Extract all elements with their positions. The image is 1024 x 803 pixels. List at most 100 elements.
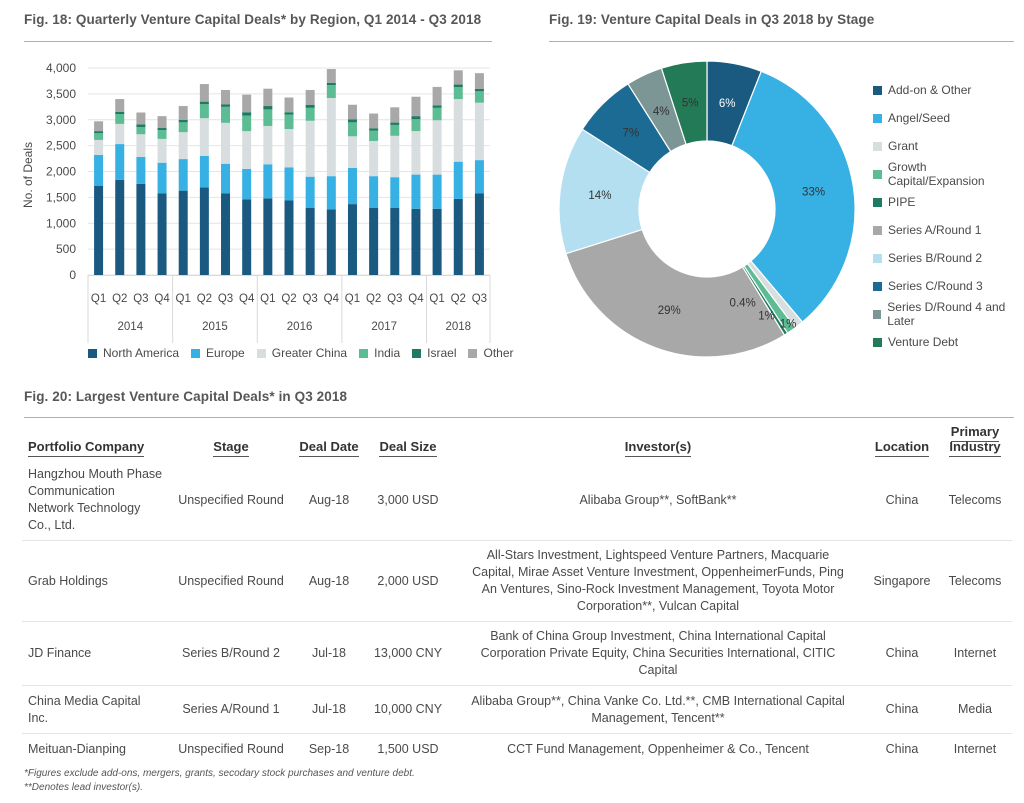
bar-segment-india — [263, 109, 273, 126]
bar-segment-greater-china — [221, 122, 231, 164]
bar-segment-other — [263, 88, 273, 107]
bar-segment-europe — [178, 159, 188, 191]
bar-segment-other — [453, 70, 463, 85]
legend-label: Series D/Round 4 and Later — [887, 300, 1006, 328]
bar-segment-north-america — [199, 187, 209, 275]
bar-segment-israel — [263, 106, 273, 110]
legend-swatch — [191, 348, 201, 358]
bar-segment-india — [305, 107, 315, 121]
bar-segment-other — [178, 106, 188, 121]
donut-data-label: 0.4% — [730, 297, 756, 309]
table-cell: Telecoms — [938, 540, 1012, 622]
donut-slice-venture-debt — [660, 60, 708, 146]
largest-deals-table: Portfolio Company Stage Deal Date Deal Size… — [22, 420, 1012, 766]
table-cell: China — [866, 621, 938, 686]
table-cell: China — [866, 685, 938, 734]
bar-segment-europe — [369, 176, 379, 208]
table-cell: 10,000 CNY — [366, 685, 450, 734]
bar-segment-other — [94, 121, 104, 132]
table-cell: Internet — [938, 733, 1012, 766]
bar-stack — [178, 106, 188, 275]
donut-data-label: 6% — [719, 98, 736, 110]
bar-segment-other — [199, 84, 209, 102]
stage-donut-chart: 6%33%1%1%0.4%29%14%7%4%5% — [558, 60, 855, 358]
table-row: China Media Capital Inc. Series A/Round 1… — [22, 685, 1012, 734]
bar-segment-europe — [453, 161, 463, 199]
bar-segment-israel — [453, 84, 463, 88]
table-header-row: Portfolio Company Stage Deal Date Deal Size… — [22, 420, 1012, 460]
bar-segment-europe — [347, 167, 357, 205]
year-group-label: 2016 — [287, 321, 313, 333]
bar-segment-north-america — [284, 200, 294, 275]
table-cell: 1,500 USD — [366, 733, 450, 766]
footnote-exclusions: *Figures exclude add-ons, mergers, grant… — [24, 768, 415, 779]
table-cell: Jul-18 — [292, 685, 366, 734]
x-tick-label: Q1 — [91, 293, 106, 305]
donut-slice-series-a-round-1 — [565, 228, 786, 358]
bar-segment-israel — [242, 112, 252, 116]
bar-segment-europe — [136, 157, 146, 184]
x-tick-label: Q3 — [302, 293, 317, 305]
table-cell: Unspecified Round — [170, 733, 292, 766]
bar-stack — [136, 112, 146, 275]
legend-item: Series D/Round 4 and Later — [873, 300, 1024, 328]
bar-segment-greater-china — [199, 118, 209, 156]
y-tick-label: 0 — [69, 268, 76, 282]
bar-stack — [115, 99, 125, 275]
year-group-label: 2017 — [371, 321, 397, 333]
bar-segment-other — [411, 96, 421, 117]
legend-label: Other — [483, 346, 514, 360]
bar-segment-north-america — [369, 207, 379, 275]
bar-segment-greater-china — [94, 139, 104, 155]
fig20-divider — [24, 417, 1014, 418]
y-axis-label: No. of Deals — [21, 142, 35, 208]
fig18-divider — [24, 41, 492, 42]
legend-swatch — [873, 225, 882, 235]
table-cell: Alibaba Group**, China Vanke Co. Ltd.**,… — [450, 685, 866, 734]
bar-segment-israel — [94, 131, 104, 134]
y-tick-label: 3,500 — [46, 87, 76, 101]
bar-segment-north-america — [347, 204, 357, 275]
legend-swatch — [412, 348, 422, 358]
legend-label: India — [374, 346, 401, 360]
legend-label: Venture Debt — [888, 335, 959, 349]
legend-swatch — [873, 309, 882, 319]
bar-segment-india — [474, 91, 484, 103]
year-group-label: 2014 — [118, 321, 144, 333]
bar-segment-europe — [390, 177, 400, 208]
table-cell: Internet — [938, 621, 1012, 686]
legend-item: Series A/Round 1 — [873, 216, 1024, 244]
legend-label: Grant — [888, 139, 919, 153]
legend-swatch — [873, 337, 882, 347]
x-tick-label: Q4 — [324, 293, 340, 305]
legend-swatch — [873, 113, 882, 123]
table-cell: Telecoms — [948, 492, 1002, 507]
bar-stack — [94, 121, 104, 275]
table-cell: Hangzhou Mouth Phase Communication Netwo… — [28, 467, 163, 532]
legend-item: Israel — [412, 346, 456, 360]
legend-swatch — [873, 141, 882, 151]
bar-segment-north-america — [136, 183, 146, 275]
legend-item: Angel/Seed — [873, 104, 1024, 132]
legend-label: Greater China — [271, 346, 348, 360]
bar-segment-israel — [369, 128, 379, 131]
y-tick-label: 500 — [56, 242, 76, 256]
bar-segment-north-america — [221, 193, 231, 275]
x-tick-label: Q4 — [239, 293, 255, 305]
bar-segment-israel — [115, 111, 125, 115]
table-cell: Bank of China Group Investment, China In… — [450, 621, 866, 686]
bar-stack — [432, 86, 442, 275]
bar-segment-india — [326, 85, 336, 99]
table-cell: Unspecified Round — [170, 540, 292, 622]
bar-segment-israel — [284, 112, 294, 115]
bar-segment-north-america — [326, 209, 336, 275]
table-cell: Sep-18 — [292, 733, 366, 766]
bar-segment-greater-china — [157, 138, 167, 163]
legend-item: Venture Debt — [873, 328, 1024, 356]
column-header-label: Location — [874, 439, 930, 457]
bar-segment-israel — [326, 82, 336, 86]
table-cell: Aug-18 — [292, 540, 366, 622]
bar-segment-greater-china — [474, 102, 484, 161]
bar-segment-israel — [199, 101, 209, 105]
x-tick-label: Q1 — [176, 293, 191, 305]
